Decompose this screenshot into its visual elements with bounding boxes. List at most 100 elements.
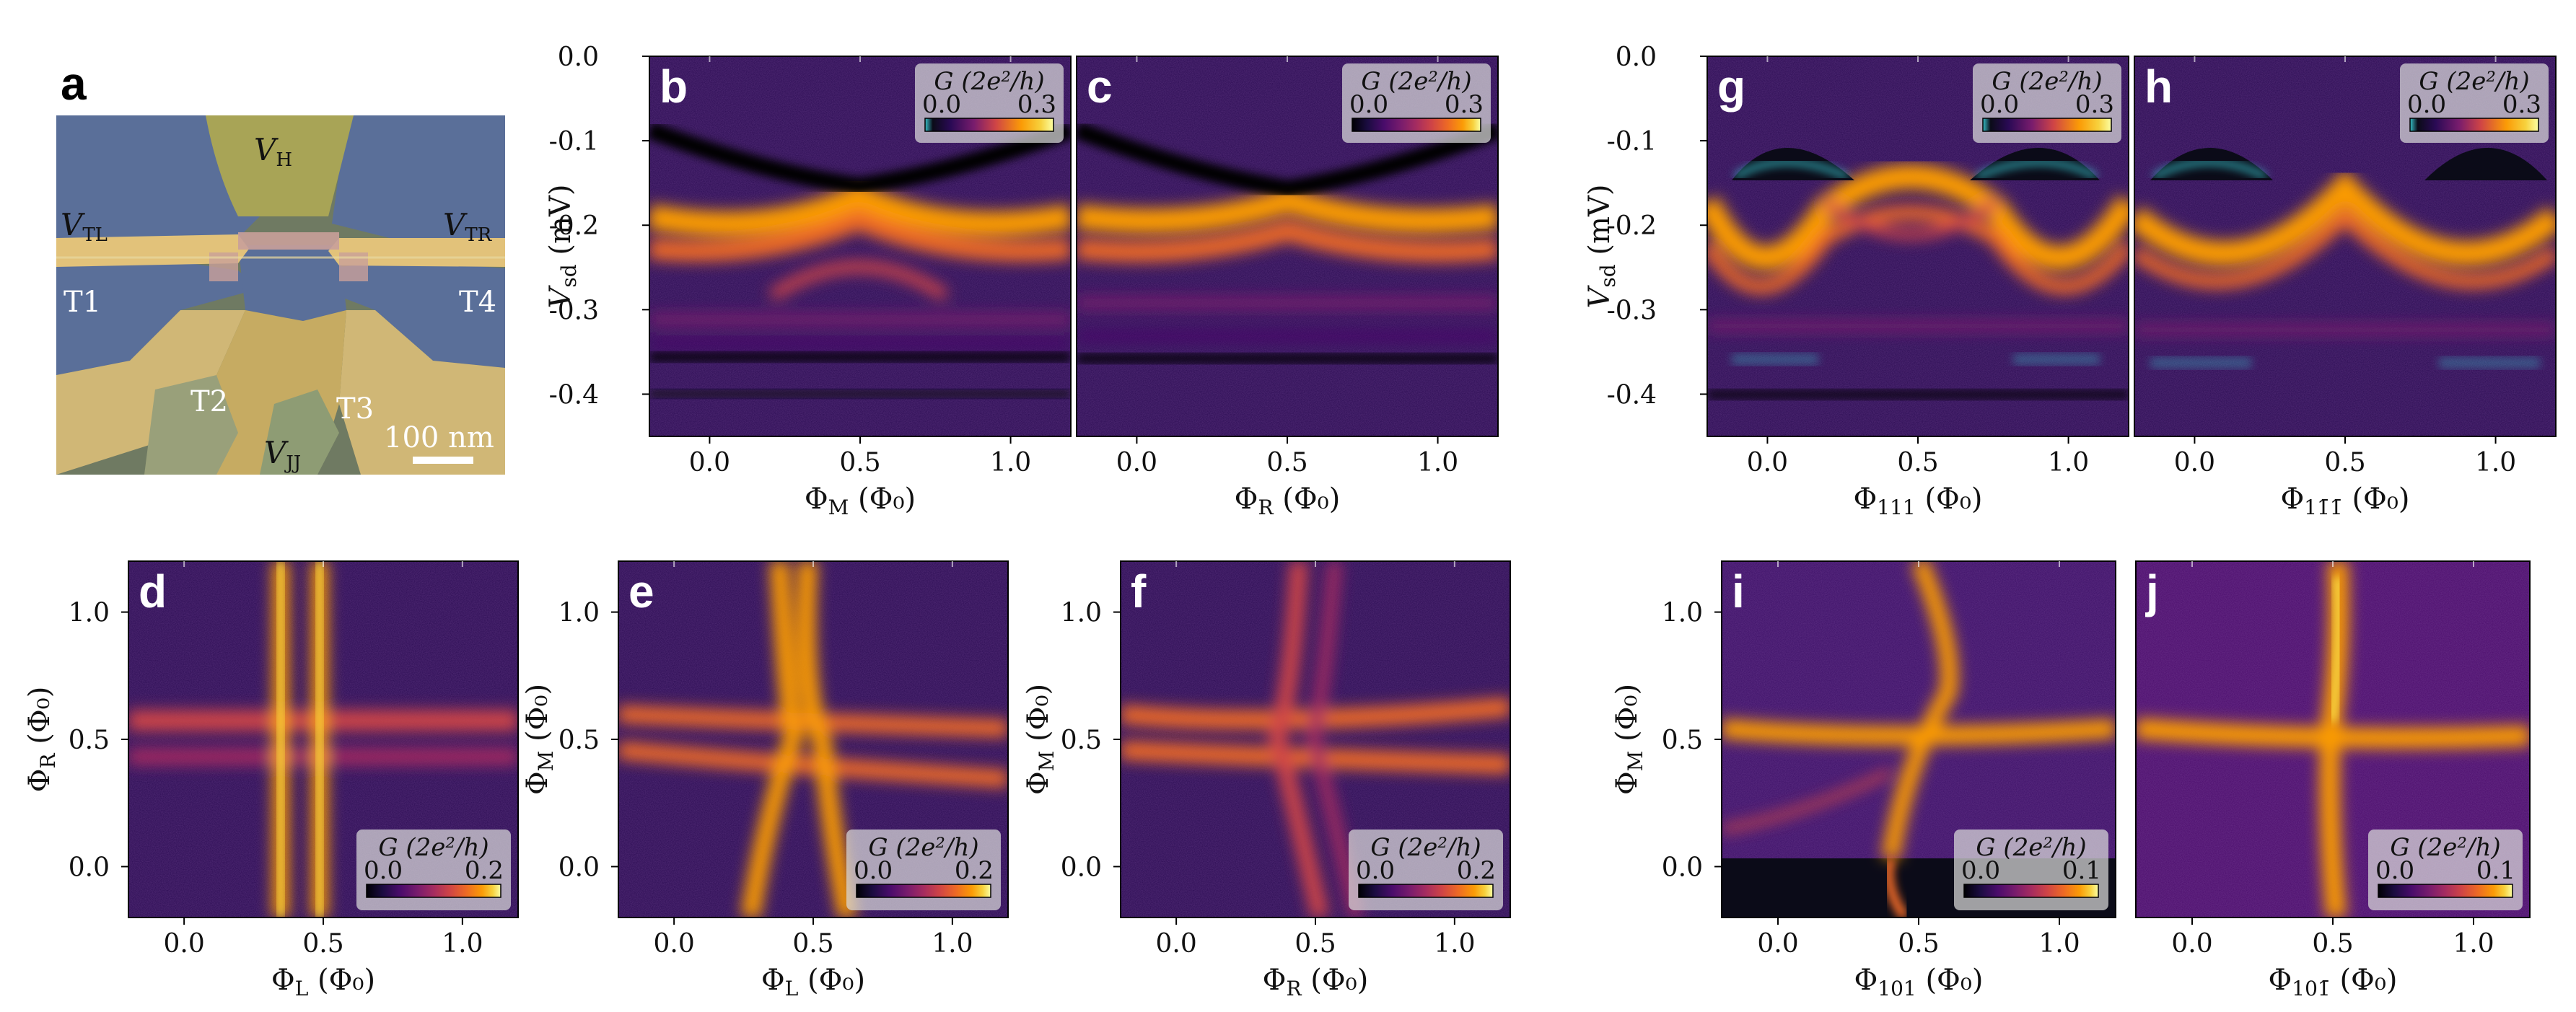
i-colorbar-gradient [1963,884,2099,898]
i-colorbar-max: 0.1 [2062,856,2101,885]
e-x-tick-label: 0.5 [792,929,833,959]
c-x-tick-label: 0.0 [1116,448,1157,478]
d-colorbar-min: 0.0 [364,856,403,885]
d-y-tick-label: 0.0 [69,853,110,882]
h-colorbar-gradient [2409,118,2539,132]
h-x-tick-label: 0.0 [2174,448,2215,478]
j-x-tick-label: 0.5 [2312,929,2353,959]
b-y-tick-label: -0.4 [549,380,599,410]
c-colorbar-min: 0.0 [1349,90,1388,119]
f-y-tick-label: 0.0 [1061,853,1102,882]
c-colorbar-gradient [1351,118,1481,132]
b-colorbar-max: 0.3 [1017,90,1056,119]
panel-letter-j: j [2145,566,2159,617]
axes-layer: 0.0 0.5 1.0 ΦM (Φ₀) 0.0 -0.1 -0.2 -0.3 -0.4 Vsd (… [23,43,2557,1000]
d-y-axis-label: ΦR (Φ₀) [23,687,60,793]
g-colorbar-gradient [1982,118,2112,132]
h-colorbar-max: 0.3 [2502,90,2541,119]
f-colorbar-title: G (2e²/h) [1370,833,1481,862]
panel-f: 0.0 0.5 1.0 ΦR (Φ₀) 0.0 0.5 1.0 ΦM (Φ₀) f G (2e²/… [1022,560,1511,1000]
panel-letter-h: h [2145,61,2173,113]
d-colorbar-title: G (2e²/h) [378,833,489,862]
b-y-tick-label: -0.1 [549,127,599,157]
panel-c: 0.0 0.5 1.0ΦR (Φ₀)c G (2e²/h)0.0 0.3 [1076,56,1499,519]
d-x-axis-label: ΦL (Φ₀) [271,964,375,1000]
label-t2: T2 [190,385,228,418]
g-y-tick-label: -0.3 [1607,296,1657,325]
i-y-tick-label: 0.0 [1662,853,1703,882]
h-x-tick-label: 1.0 [2475,448,2516,478]
h-colorbar-title: G (2e²/h) [2419,67,2529,96]
c-x-axis-label: ΦR (Φ₀) [1235,483,1341,519]
f-y-tick-label: 0.5 [1061,726,1102,755]
b-y-tick-label: 0.0 [558,43,599,72]
j-x-axis-label: Φ101̄ (Φ₀) [2268,964,2397,1000]
d-y-tick-label: 0.5 [69,726,110,755]
h-x-tick-label: 0.5 [2324,448,2365,478]
i-x-tick-label: 1.0 [2038,929,2080,959]
i-x-tick-label: 0.0 [1757,929,1798,959]
i-colorbar-min: 0.0 [1961,856,2000,885]
f-x-axis-label: ΦR (Φ₀) [1263,964,1369,1000]
panel-g: 0.0 0.5 1.0 Φ111 (Φ₀) 0.0 -0.1 -0.2 -0.3 -0.4 Vsd… [1583,43,2129,519]
f-y-tick-label: 1.0 [1061,599,1102,628]
label-t3: T3 [336,392,374,426]
f-y-axis-label: ΦM (Φ₀) [1022,684,1059,795]
e-y-tick-label: 0.0 [558,853,600,882]
f-x-tick-label: 1.0 [1434,929,1475,959]
e-x-tick-label: 0.0 [654,929,695,959]
scalebar [413,457,473,464]
panel-letter-c: c [1087,61,1113,113]
j-colorbar-min: 0.0 [2375,856,2414,885]
panel-letter-i: i [1732,566,1745,617]
d-colorbar-max: 0.2 [465,856,504,885]
panel-letter-d: d [139,566,167,617]
e-x-tick-label: 1.0 [932,929,973,959]
panel-a: VH VTL VTR T1 T2 T3 T4 VJJ 100 nm a [56,58,505,475]
b-colorbar-min: 0.0 [922,90,961,119]
i-y-axis-label: ΦM (Φ₀) [1611,684,1647,795]
panel-e: 0.0 0.5 1.0 ΦL (Φ₀) 0.0 0.5 1.0 ΦM (Φ₀) e G (2e²/… [521,560,1009,1000]
i-x-axis-label: Φ101 (Φ₀) [1854,964,1983,1000]
e-colorbar-title: G (2e²/h) [868,833,978,862]
e-colorbar-min: 0.0 [854,856,893,885]
e-y-tick-label: 1.0 [558,599,600,628]
b-x-tick-label: 1.0 [990,448,1031,478]
label-vh: VH [254,132,292,171]
f-colorbar-min: 0.0 [1356,856,1395,885]
b-y-tick-label: -0.2 [549,211,599,241]
label-vtl: VTL [61,207,108,246]
device-image [56,115,505,475]
j-x-tick-label: 0.0 [2171,929,2212,959]
panel-b: 0.0 0.5 1.0 ΦM (Φ₀) 0.0 -0.1 -0.2 -0.3 -0.4 Vsd (… [544,43,1072,519]
i-x-tick-label: 0.5 [1898,929,1939,959]
g-colorbar-max: 0.3 [2075,90,2114,119]
i-colorbar-title: G (2e²/h) [1976,833,2086,862]
b-y-tick-label: -0.3 [549,296,599,325]
g-y-tick-label: -0.4 [1607,380,1657,410]
g-x-tick-label: 1.0 [2048,448,2089,478]
e-y-tick-label: 0.5 [558,726,600,755]
e-x-axis-label: ΦL (Φ₀) [761,964,865,1000]
panel-letter-f: f [1131,566,1147,617]
g-x-axis-label: Φ111 (Φ₀) [1853,483,1982,519]
b-y-axis-label: Vsd (mV) [544,185,581,309]
e-y-axis-label: ΦM (Φ₀) [521,684,558,795]
b-colorbar-title: G (2e²/h) [934,67,1044,96]
d-x-tick-label: 1.0 [442,929,483,959]
g-y-tick-label: -0.2 [1607,211,1657,241]
f-x-tick-label: 0.0 [1156,929,1197,959]
e-colorbar-gradient [856,884,991,898]
b-x-tick-label: 0.5 [839,448,880,478]
c-x-tick-label: 0.5 [1266,448,1307,478]
label-t4: T4 [459,286,496,319]
g-y-tick-label: -0.1 [1607,127,1657,157]
b-colorbar-gradient [924,118,1054,132]
b-x-axis-label: ΦM (Φ₀) [805,483,916,519]
g-y-tick-label: 0.0 [1616,43,1657,72]
f-colorbar-max: 0.2 [1457,856,1496,885]
label-vjj: VJJ [264,435,301,474]
